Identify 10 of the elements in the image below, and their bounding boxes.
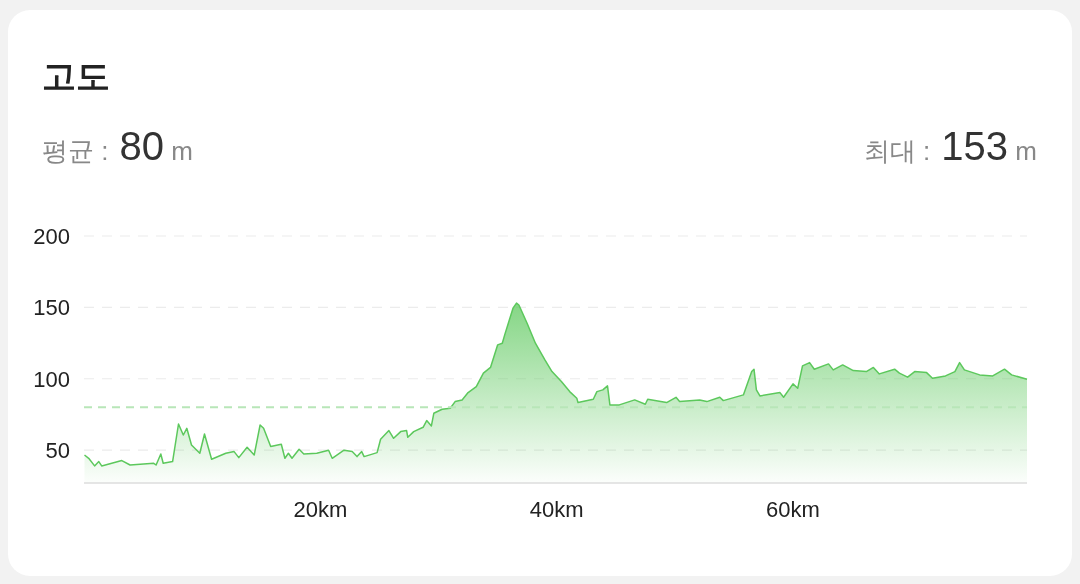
text: 최대 : 153 m <box>863 124 1037 168</box>
x-tick-label: 20km <box>293 497 348 522</box>
text: 평균 : 80 m <box>42 124 193 168</box>
y-tick-label: 50 <box>45 438 70 464</box>
y-tick-label: 150 <box>33 295 70 321</box>
x-tick-label: 60km <box>766 497 820 522</box>
y-tick-label: 100 <box>33 366 70 392</box>
chart-title: 고도 <box>42 57 110 95</box>
x-tick-label: 40km <box>529 497 584 522</box>
y-tick-label: 200 <box>33 224 70 249</box>
